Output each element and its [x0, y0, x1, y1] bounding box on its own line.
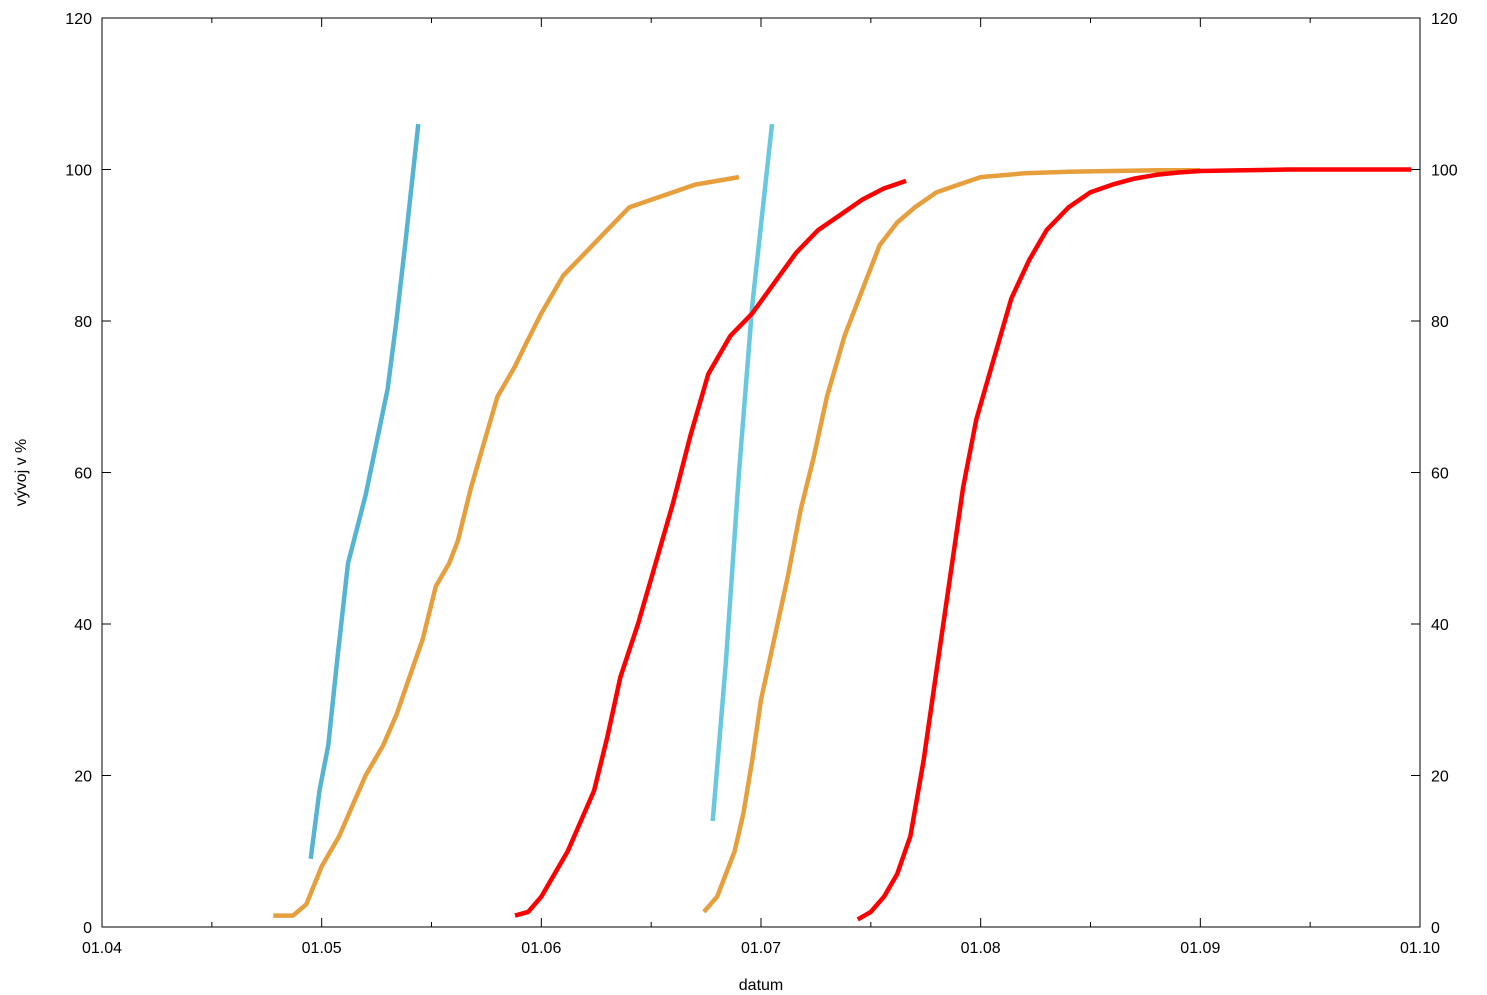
y2-tick-label: 80	[1431, 314, 1449, 331]
y2-tick-label: 40	[1431, 617, 1449, 634]
series-line-1	[308, 123, 421, 860]
y-tick-label: 20	[74, 769, 92, 786]
plot-frame	[101, 17, 1421, 928]
y2-tick-label: 120	[1431, 11, 1458, 28]
y-tick-label: 80	[74, 314, 92, 331]
y-axis-title: vývoj v %	[13, 439, 30, 507]
x-tick-label: 01.07	[741, 940, 781, 957]
y2-tick-label: 20	[1431, 769, 1449, 786]
x-axis-title: datum	[739, 977, 783, 994]
series-line-5	[514, 178, 907, 918]
x-tick-label: 01.05	[302, 940, 342, 957]
y-tick-label: 60	[74, 466, 92, 483]
y2-tick-label: 0	[1431, 920, 1440, 937]
y-tick-label: 120	[65, 11, 92, 28]
x-tick-label: 01.06	[521, 940, 561, 957]
x-tick-label: 01.10	[1400, 940, 1440, 957]
y2-tick-label: 60	[1431, 466, 1449, 483]
series-layer	[273, 123, 1412, 922]
y-tick-label: 0	[83, 920, 92, 937]
y-tick-label: 40	[74, 617, 92, 634]
series-line-2	[710, 123, 775, 822]
y2-tick-label: 100	[1431, 163, 1458, 180]
y-tick-label: 100	[65, 163, 92, 180]
series-line-4	[702, 168, 1201, 914]
x-tick-label: 01.08	[961, 940, 1001, 957]
x-tick-label: 01.09	[1180, 940, 1220, 957]
series-line-3	[273, 174, 740, 918]
ticks-layer: 01.04 01.05 01.06 01.07 01.08 01.09 01.10 0 0 20 2…	[65, 11, 1458, 957]
series-line-6	[856, 167, 1412, 922]
x-tick-label: 01.04	[82, 940, 122, 957]
